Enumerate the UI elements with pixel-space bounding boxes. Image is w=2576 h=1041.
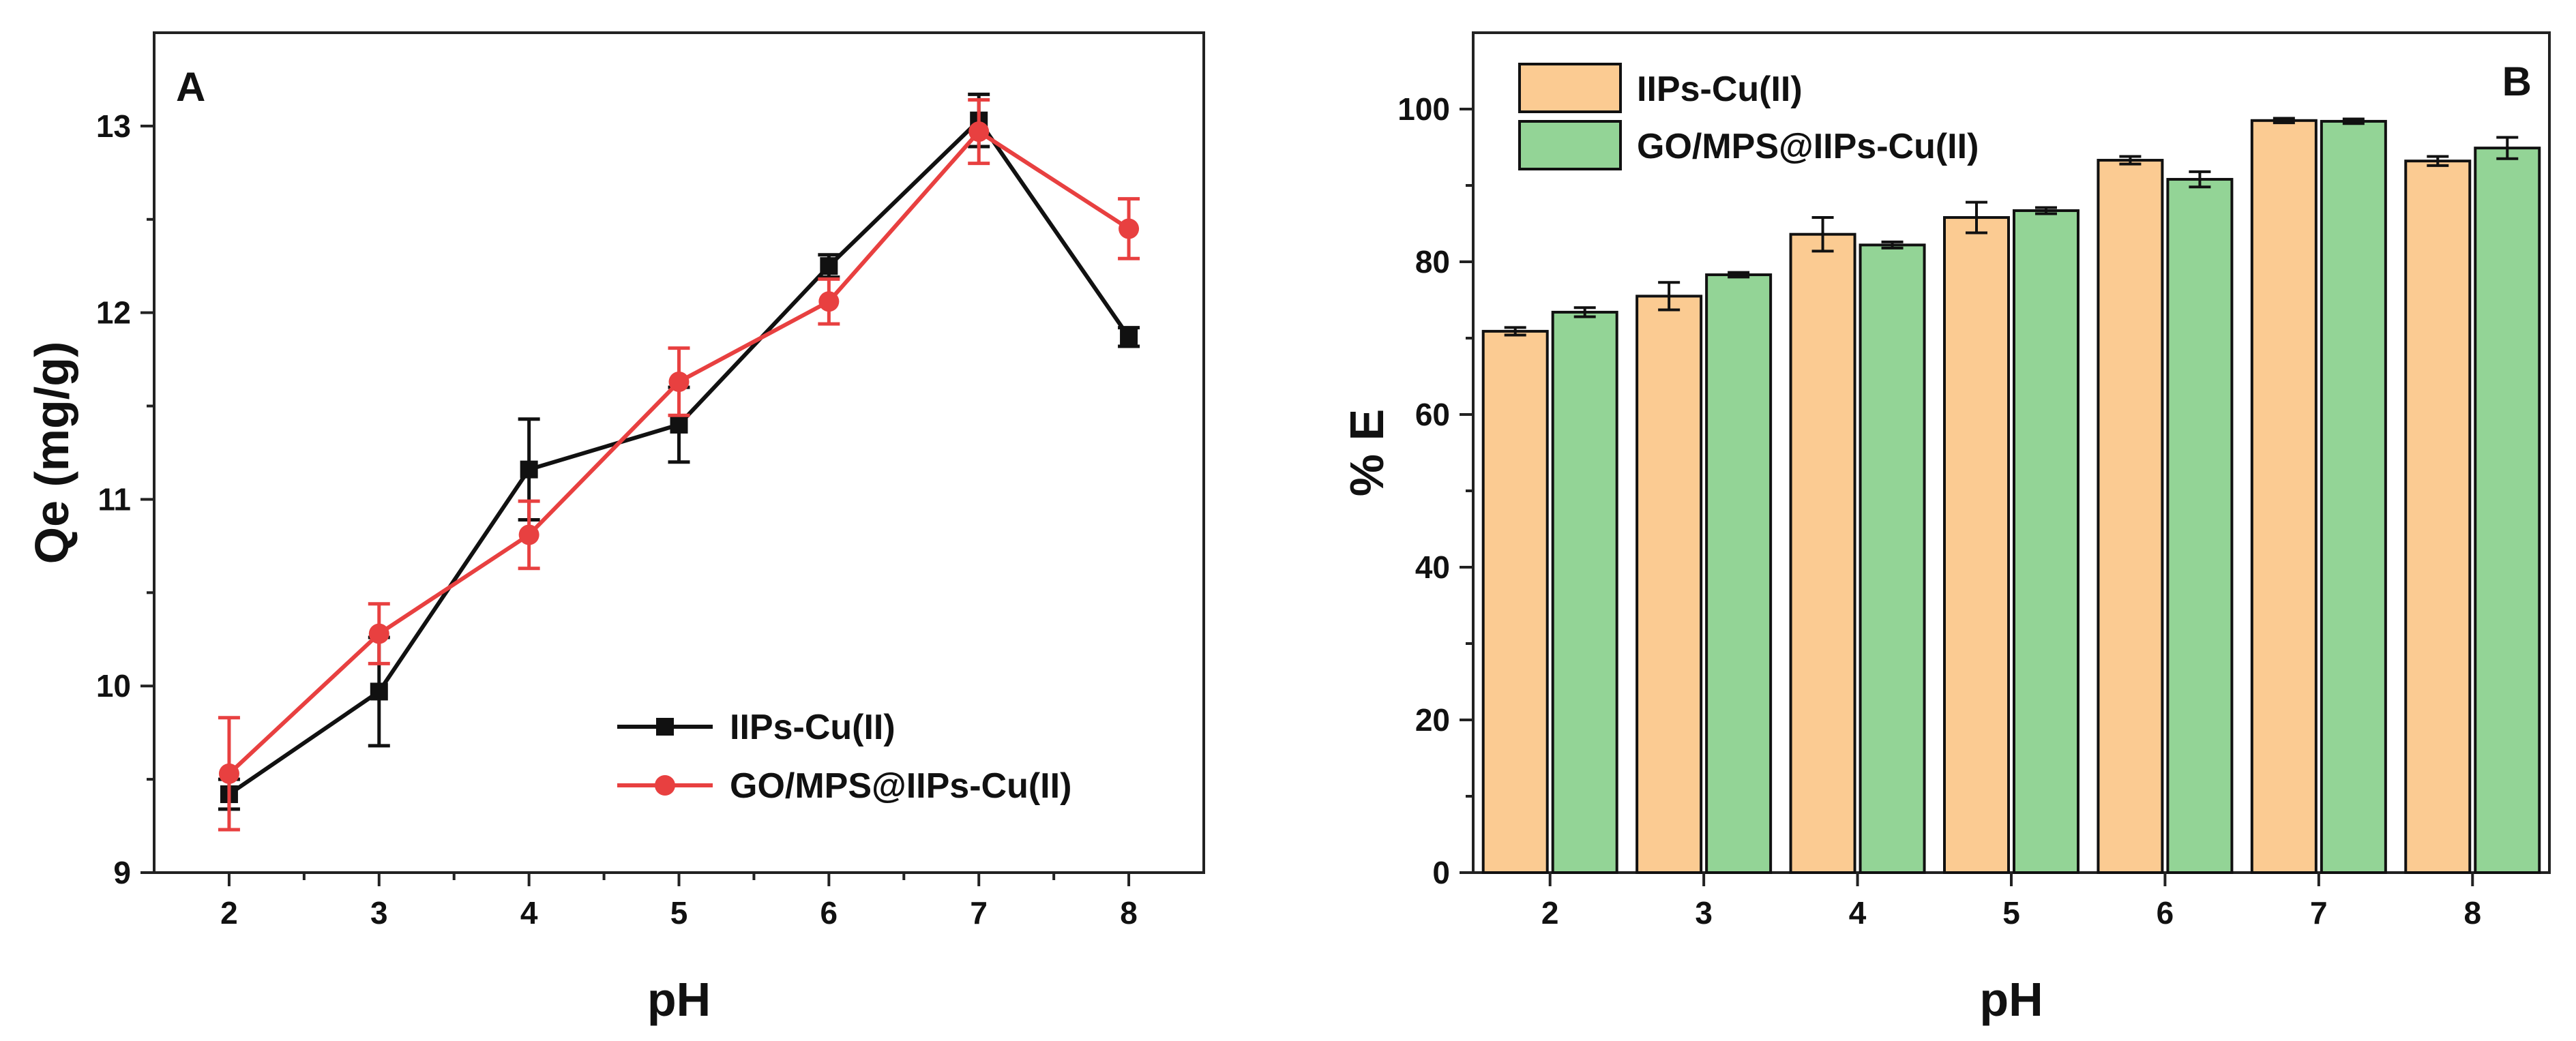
legend-label: IIPs-Cu(II) — [730, 708, 895, 747]
data-point — [668, 371, 690, 392]
legend: IIPs-Cu(II) GO/MPS@IIPs-Cu(II) — [617, 708, 1071, 806]
y-tick-label: 0 — [1432, 855, 1450, 890]
data-point — [368, 623, 389, 644]
legend-swatch — [1518, 63, 1622, 113]
y-tick-label: 100 — [1397, 91, 1450, 127]
y-tick-label: 10 — [96, 668, 131, 704]
panel-label-b: B — [2502, 59, 2532, 104]
y-axis-title: % E — [1340, 409, 1393, 496]
y-tick-label: 80 — [1415, 244, 1450, 280]
bar-iips — [2250, 119, 2318, 874]
x-tick-label: 5 — [670, 895, 688, 931]
x-tick-label: 7 — [970, 895, 988, 931]
data-point — [820, 257, 838, 275]
x-axis-title: pH — [647, 973, 711, 1026]
plot-frame — [1472, 31, 2551, 874]
x-tick-label: 5 — [2002, 895, 2020, 931]
x-tick-label: 4 — [520, 895, 538, 931]
bar-iips — [1789, 232, 1856, 874]
legend-label: IIPs-Cu(II) — [1637, 70, 1803, 109]
data-point — [370, 682, 388, 701]
panel-a-line-chart: 2 3 4 5 6 7 8 9 10 11 12 13 pH Qe (mg/g) A IIPs-Cu(II) G… — [25, 31, 1205, 1026]
legend: IIPs-Cu(II) GO/MPS@IIPs-Cu(II) — [1518, 63, 1979, 170]
x-tick-label: 8 — [2463, 895, 2481, 931]
bar-go-mps-iips — [1705, 273, 1773, 875]
x-tick-label: 6 — [820, 895, 838, 931]
legend-label: GO/MPS@IIPs-Cu(II) — [730, 766, 1071, 806]
legend-label: GO/MPS@IIPs-Cu(II) — [1637, 127, 1979, 166]
legend-marker — [656, 718, 674, 736]
bar-go-mps-iips — [2166, 178, 2234, 875]
bar-go-mps-iips — [1859, 243, 1926, 874]
bar-iips — [2404, 160, 2472, 874]
data-point — [518, 524, 539, 545]
x-tick-label: 4 — [1849, 895, 1867, 931]
data-point — [218, 763, 239, 784]
y-tick-label: 20 — [1415, 702, 1450, 738]
bar-go-mps-iips — [2474, 147, 2541, 874]
data-point — [670, 415, 688, 434]
data-point — [968, 121, 990, 142]
y-tick-label: 11 — [98, 481, 131, 517]
bar-iips — [2097, 159, 2164, 874]
y-tick-label: 40 — [1415, 549, 1450, 585]
x-tick-label: 6 — [2157, 895, 2174, 931]
data-point — [1119, 218, 1140, 239]
y-tick-label: 9 — [113, 855, 131, 890]
data-point — [1120, 328, 1138, 346]
y-tick-label: 60 — [1415, 397, 1450, 432]
data-point — [818, 291, 840, 312]
y-tick-label: 12 — [96, 295, 131, 331]
panel-label-a: A — [176, 64, 205, 110]
y-axis-title: Qe (mg/g) — [25, 342, 78, 564]
bar-iips — [1635, 295, 1703, 874]
x-tick-label: 2 — [1541, 895, 1559, 931]
legend-swatch — [1518, 120, 1622, 170]
x-axis-title: pH — [1979, 973, 2043, 1026]
series-iips — [218, 92, 1140, 811]
bar-iips — [1943, 216, 2010, 875]
x-tick-label: 2 — [220, 895, 238, 931]
x-tick-label: 3 — [1695, 895, 1713, 931]
y-tick-label: 13 — [96, 108, 131, 144]
x-tick-label: 3 — [370, 895, 388, 931]
x-tick-label: 8 — [1120, 895, 1138, 931]
bar-iips — [1481, 329, 1549, 875]
series-go-mps-iips — [218, 98, 1140, 832]
data-point — [520, 460, 538, 479]
x-tick-label: 7 — [2310, 895, 2328, 931]
bar-go-mps-iips — [1551, 310, 1618, 875]
bar-go-mps-iips — [2013, 209, 2079, 874]
legend-marker — [655, 775, 675, 796]
bar-go-mps-iips — [2320, 119, 2387, 874]
